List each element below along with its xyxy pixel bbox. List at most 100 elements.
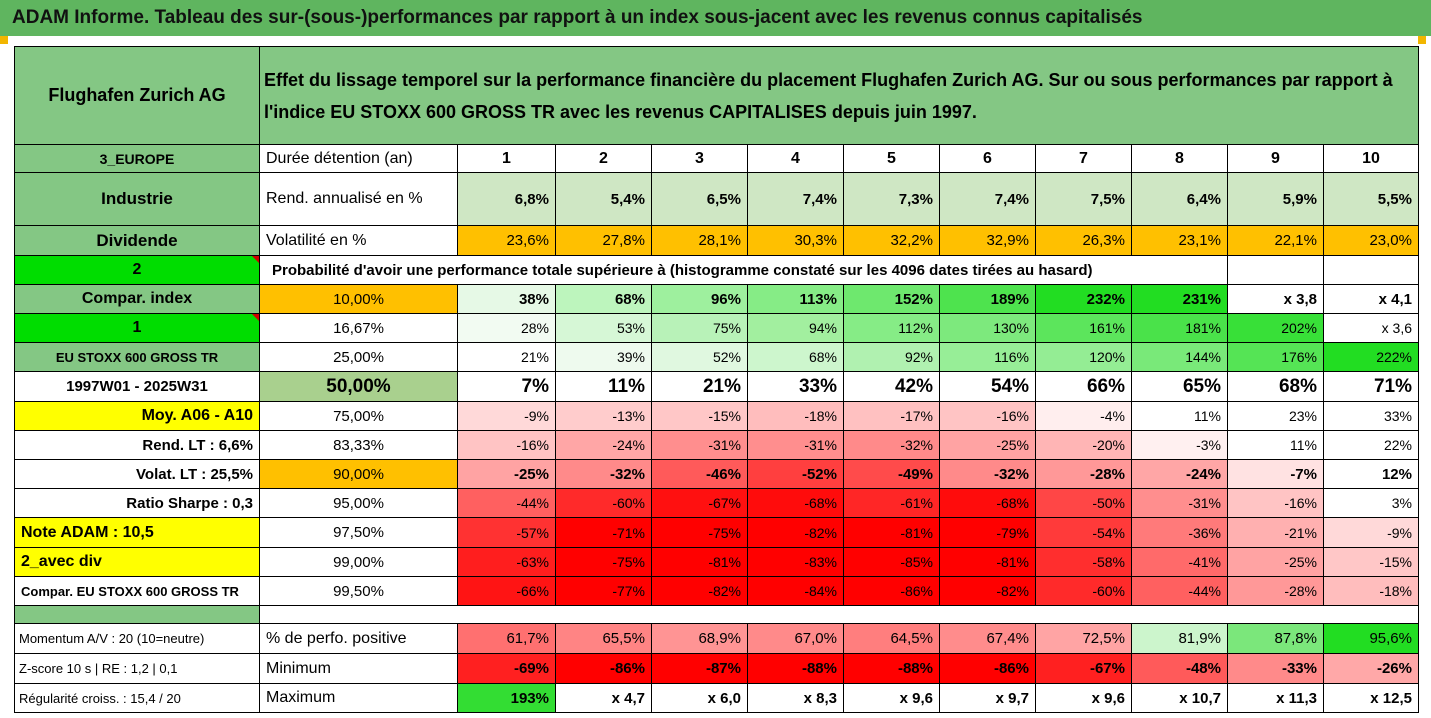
percentile-cell: 12%: [1323, 459, 1419, 489]
percentile-cell: -86%: [843, 576, 940, 606]
percentile-label: 25,00%: [259, 342, 458, 372]
percentile-cell: 113%: [747, 284, 844, 314]
percentile-cell: -85%: [843, 547, 940, 577]
percentile-cell: -31%: [747, 430, 844, 460]
percentile-row: 1 16,67% 28% 53% 75% 94% 112% 130% 161% 181% 202% x…: [14, 313, 1419, 343]
percentile-cell: 120%: [1035, 342, 1132, 372]
volat-cell: 26,3%: [1035, 225, 1132, 256]
spacer-cell: [259, 605, 1419, 624]
percentile-cell: 39%: [555, 342, 652, 372]
percentile-cell: 21%: [651, 371, 748, 402]
percentile-cell: 92%: [843, 342, 940, 372]
proba-row: 2 Probabilité d'avoir une performance tot…: [14, 255, 1419, 285]
year-header: 6: [939, 144, 1036, 173]
percentile-label: 75,00%: [259, 401, 458, 431]
positive-cell: 87,8%: [1227, 623, 1324, 654]
rend-lt-label: Rend. LT : 6,6%: [14, 430, 260, 460]
region-label: 3_EUROPE: [14, 144, 260, 173]
percentile-cell: 66%: [1035, 371, 1132, 402]
percentile-label: 95,00%: [259, 488, 458, 518]
year-header: 9: [1227, 144, 1324, 173]
proba-label: Probabilité d'avoir une performance tota…: [259, 255, 1228, 285]
percentile-cell: -18%: [1323, 576, 1419, 606]
volat-cell: 23,6%: [457, 225, 556, 256]
percentile-cell: -18%: [747, 401, 844, 431]
company-name: Flughafen Zurich AG: [14, 46, 260, 145]
percentile-cell: -16%: [939, 401, 1036, 431]
rend-cell: 6,5%: [651, 172, 748, 226]
maximum-cell: x 8,3: [747, 683, 844, 713]
percentile-row: Rend. LT : 6,6% 83,33% -16% -24% -31% -31% -32…: [14, 430, 1419, 460]
percentile-cell: -13%: [555, 401, 652, 431]
description: Effet du lissage temporel sur la perform…: [259, 46, 1419, 145]
percentile-row: 1997W01 - 2025W31 50,00% 7% 11% 21% 33% 42% 54%…: [14, 371, 1419, 402]
volat-cell: 32,2%: [843, 225, 940, 256]
title-bar: ADAM Informe. Tableau des sur-(sous-)per…: [0, 0, 1431, 36]
spacer-row: [14, 605, 1419, 624]
percentile-cell: 181%: [1131, 313, 1228, 343]
percentile-cell: -82%: [651, 576, 748, 606]
percentile-cell: -54%: [1035, 517, 1132, 548]
percentile-cell: 112%: [843, 313, 940, 343]
percentile-cell: -25%: [939, 430, 1036, 460]
minimum-cell: -88%: [747, 653, 844, 684]
rend-cell: 5,9%: [1227, 172, 1324, 226]
moy-label: Moy. A06 - A10: [14, 401, 260, 431]
percentile-cell: -4%: [1035, 401, 1132, 431]
rend-row: Industrie Rend. annualisé en % 6,8% 5,4% 6,5…: [14, 172, 1419, 226]
percentile-cell: -82%: [747, 517, 844, 548]
volat-cell: 23,1%: [1131, 225, 1228, 256]
percentile-cell: -60%: [555, 488, 652, 518]
percentile-label: 90,00%: [259, 459, 458, 489]
percentile-cell: 144%: [1131, 342, 1228, 372]
percentile-cell: -3%: [1131, 430, 1228, 460]
percentile-cell: x 3,6: [1323, 313, 1419, 343]
percentile-label: 99,00%: [259, 547, 458, 577]
percentile-cell: 7%: [457, 371, 556, 402]
positive-cell: 61,7%: [457, 623, 556, 654]
duration-row: 3_EUROPE Durée détention (an) 1 2 3 4 5 6 7 8 9 10: [14, 144, 1419, 173]
corner-marker-right: [1418, 36, 1426, 44]
minimum-label: Minimum: [259, 653, 458, 684]
volat-cell: 23,0%: [1323, 225, 1419, 256]
spacer-cell: [14, 605, 260, 624]
positive-cell: 64,5%: [843, 623, 940, 654]
rend-cell: 6,4%: [1131, 172, 1228, 226]
percentile-cell: 65%: [1131, 371, 1228, 402]
regularite-label: Régularité croiss. : 15,4 / 20: [14, 683, 260, 713]
year-header: 7: [1035, 144, 1132, 173]
percentile-cell: -32%: [555, 459, 652, 489]
percentile-cell: 54%: [939, 371, 1036, 402]
percentile-cell: -58%: [1035, 547, 1132, 577]
rend-cell: 7,4%: [939, 172, 1036, 226]
percentile-cell: 96%: [651, 284, 748, 314]
percentile-cell: 3%: [1323, 488, 1419, 518]
percentile-cell: -46%: [651, 459, 748, 489]
percentile-cell: -75%: [555, 547, 652, 577]
percentile-cell: 33%: [1323, 401, 1419, 431]
percentile-cell: 231%: [1131, 284, 1228, 314]
percentile-cell: -50%: [1035, 488, 1132, 518]
maximum-label: Maximum: [259, 683, 458, 713]
percentile-cell: -77%: [555, 576, 652, 606]
year-header: 8: [1131, 144, 1228, 173]
percentile-cell: -9%: [1323, 517, 1419, 548]
positive-cell: 67,4%: [939, 623, 1036, 654]
percentile-cell: -20%: [1035, 430, 1132, 460]
percentile-cell: -67%: [651, 488, 748, 518]
percentile-cell: -71%: [555, 517, 652, 548]
compar-number: 1: [14, 313, 260, 343]
positive-cell: 68,9%: [651, 623, 748, 654]
percentile-label: 99,50%: [259, 576, 458, 606]
percentile-cell: -57%: [457, 517, 556, 548]
percentile-cell: -25%: [1227, 547, 1324, 577]
percentile-cell: -25%: [457, 459, 556, 489]
maximum-cell: x 10,7: [1131, 683, 1228, 713]
percentile-cell: -15%: [1323, 547, 1419, 577]
percentile-row: Ratio Sharpe : 0,3 95,00% -44% -60% -67% -68%…: [14, 488, 1419, 518]
percentile-cell: 23%: [1227, 401, 1324, 431]
minimum-row: Z-score 10 s | RE : 1,2 | 0,1 Minimum -69%…: [14, 653, 1419, 684]
percentile-label: 83,33%: [259, 430, 458, 460]
year-header: 4: [747, 144, 844, 173]
percentile-cell: 11%: [555, 371, 652, 402]
